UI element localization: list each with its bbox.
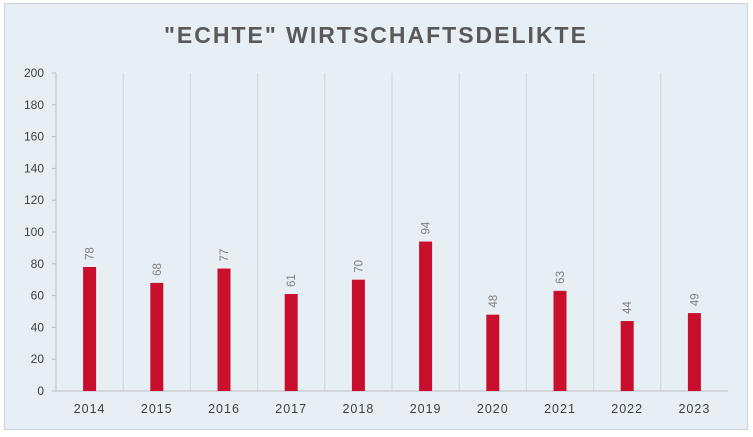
bar	[553, 290, 567, 391]
data-label: 63	[555, 271, 567, 284]
x-tick-label: 2017	[275, 402, 307, 416]
x-tick-label: 2023	[678, 402, 710, 416]
y-tick-label: 180	[24, 98, 44, 112]
x-tick-label: 2021	[544, 402, 576, 416]
y-tick-label: 120	[24, 193, 44, 207]
bar	[284, 294, 298, 391]
bar	[217, 268, 231, 391]
bar	[150, 282, 164, 391]
y-tick-label: 0	[37, 384, 44, 398]
x-tick-label: 2016	[208, 402, 240, 416]
x-tick-label: 2014	[74, 402, 106, 416]
bar	[83, 266, 97, 391]
data-label: 48	[488, 295, 500, 308]
x-tick-label: 2015	[141, 402, 173, 416]
data-label: 44	[622, 301, 634, 314]
data-label: 70	[353, 260, 365, 273]
data-label: 61	[286, 274, 298, 287]
data-label: 49	[689, 293, 701, 306]
bar	[620, 321, 634, 391]
y-tick-label: 160	[24, 130, 44, 144]
x-tick-label: 2022	[611, 402, 643, 416]
y-tick-label: 20	[31, 352, 45, 366]
data-label: 94	[421, 221, 433, 234]
bar	[419, 241, 433, 391]
y-tick-label: 80	[31, 257, 45, 271]
chart-frame: "ECHTE" WIRTSCHAFTSDELIKTE	[4, 3, 748, 430]
chart-title: "ECHTE" WIRTSCHAFTSDELIKTE	[164, 22, 588, 48]
y-tick-label: 200	[24, 66, 44, 80]
y-tick-label: 140	[24, 161, 44, 175]
y-tick-label: 40	[31, 320, 45, 334]
data-label: 77	[219, 249, 231, 262]
data-label: 68	[152, 263, 164, 276]
x-tick-label: 2019	[410, 402, 442, 416]
y-tick-label: 100	[24, 225, 44, 239]
y-tick-label: 60	[31, 289, 45, 303]
x-tick-label: 2020	[477, 402, 509, 416]
bar	[486, 314, 500, 391]
bar	[687, 313, 701, 391]
data-label: 78	[85, 247, 97, 260]
x-tick-label: 2018	[342, 402, 374, 416]
bar	[351, 279, 365, 391]
